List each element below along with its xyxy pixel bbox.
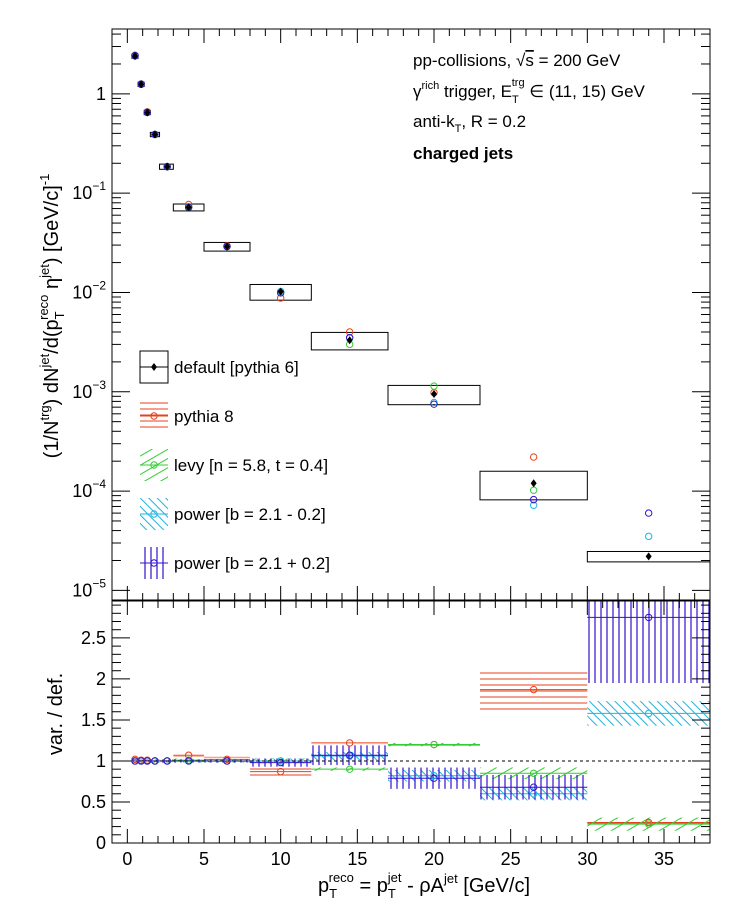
ratio-point-pythia — [345, 739, 354, 747]
legend-entry: power [b = 2.1 - 0.2] — [140, 498, 326, 530]
top-y-tick-label: 10−5 — [72, 576, 106, 600]
default-point — [151, 130, 158, 139]
legend-marker — [151, 363, 157, 371]
default-point — [144, 108, 151, 117]
x-tick-label: 5 — [199, 849, 209, 869]
legend-label: levy [n = 5.8, t = 0.4] — [174, 456, 328, 475]
default-point — [164, 162, 171, 171]
point-levy — [529, 486, 538, 494]
ratio-point-levy — [430, 740, 438, 749]
ratio-point-levy — [644, 820, 653, 828]
top-axes: 10−5 10−4 10−3 10−2 10−1 1 — [72, 29, 711, 600]
ratio-point-power — [184, 757, 193, 765]
legend-marker — [150, 461, 158, 469]
default-point — [185, 203, 192, 212]
legend-entry: levy [n = 5.8, t = 0.4] — [140, 449, 328, 481]
bottom-axes: 0 0.5 1 1.5 2 2.5 0 5 10 15 20 25 30 35 — [81, 601, 711, 869]
ratio-bands — [131, 601, 710, 831]
default-syst-box — [479, 470, 588, 501]
legend-marker — [150, 559, 158, 567]
default-syst-box — [249, 283, 312, 301]
default-point — [132, 52, 138, 61]
top-y-tick-label: 1 — [96, 84, 106, 104]
top-y-tick-label: 10−1 — [72, 179, 106, 203]
x-tick-label: 30 — [577, 849, 597, 869]
point-power — [644, 532, 653, 541]
top-y-tick-label: 10−3 — [72, 378, 106, 402]
ratio-point-pythia — [276, 767, 285, 776]
point-pythia — [345, 328, 354, 336]
legend-label: pythia 8 — [174, 407, 234, 426]
x-tick-label: 15 — [347, 849, 367, 869]
point-power — [529, 501, 538, 509]
ratio-points — [112, 613, 710, 828]
bottom-y-tick-label: 2.5 — [81, 628, 106, 648]
bottom-y-tick-label: 1.5 — [81, 710, 106, 730]
x-tick-label: 10 — [271, 849, 291, 869]
ratio-point-power — [345, 751, 354, 759]
legend-marker — [150, 510, 158, 518]
ratio-point-power — [276, 758, 285, 767]
default-syst-box — [387, 384, 481, 406]
ratio-point-power — [430, 772, 438, 780]
ratio-point-power — [644, 613, 653, 622]
ratio-point-power — [223, 757, 231, 765]
top-y-tick-label: 10−4 — [72, 477, 106, 501]
bottom-y-tick-label: 2 — [96, 669, 106, 689]
point-power — [644, 509, 653, 517]
legend-entry: default [pythia 6] — [139, 350, 299, 384]
annotation-line-2: γrich trigger, ETtrg ∈ (11, 15) GeV — [413, 77, 646, 106]
ratio-point-power — [644, 709, 653, 718]
ratio-point-levy — [529, 769, 538, 777]
bottom-plot-frame — [111, 600, 711, 844]
bottom-y-tick-label: 1 — [96, 751, 106, 771]
default-point — [346, 336, 353, 345]
bottom-y-tick-label: 0.5 — [81, 792, 106, 812]
point-power — [430, 400, 438, 408]
default-point — [530, 479, 537, 488]
annotation-line-1: pp-collisions, √s = 200 GeV — [413, 51, 621, 70]
ratio-point-pythia — [184, 751, 193, 759]
top-data-points — [131, 51, 653, 561]
ratio-point-power — [529, 783, 538, 791]
legend-label: power [b = 2.1 + 0.2] — [174, 554, 330, 573]
legend: default [pythia 6] pythia 8 levy [n = 5.8,… — [139, 350, 330, 579]
point-levy — [430, 382, 438, 390]
annotation-block: pp-collisions, √s = 200 GeV γrich trigge… — [413, 51, 646, 163]
top-y-axis-title: (1/Ntrg) dNjet/d(pTreco ηjet) [GeV/c]-1 — [36, 174, 67, 459]
point-pythia — [529, 453, 538, 461]
ratio-point-power — [430, 774, 438, 782]
x-tick-label: 25 — [501, 849, 521, 869]
legend-label: default [pythia 6] — [174, 358, 299, 377]
annotation-line-3: anti-kT, R = 0.2 — [413, 112, 526, 135]
ratio-point-power — [143, 757, 151, 765]
ratio-point-levy — [345, 765, 354, 773]
legend-marker — [150, 412, 158, 420]
default-point — [431, 389, 437, 398]
ratio-point-power — [151, 757, 159, 765]
x-axis-title: pTreco = pTjet - ρAjet [GeV/c] — [318, 870, 530, 901]
default-point — [277, 287, 284, 296]
default-point — [138, 80, 145, 89]
legend-entry: pythia 8 — [140, 400, 234, 432]
bottom-y-tick-label: 0 — [96, 833, 106, 853]
point-power — [529, 495, 538, 504]
default-syst-box — [310, 331, 389, 351]
ratio-point-power — [163, 757, 171, 765]
ratio-point-pythia — [529, 685, 538, 694]
default-point — [645, 552, 652, 561]
x-tick-label: 20 — [424, 849, 444, 869]
legend-entry: power [b = 2.1 + 0.2] — [140, 547, 330, 579]
top-y-tick-label: 10−2 — [72, 278, 106, 302]
bottom-y-axis-title: var. / def. — [45, 673, 67, 755]
default-point — [224, 242, 230, 251]
legend-label: power [b = 2.1 - 0.2] — [174, 505, 326, 524]
x-tick-label: 0 — [122, 849, 132, 869]
x-tick-label: 35 — [654, 849, 674, 869]
annotation-line-4: charged jets — [413, 144, 513, 163]
